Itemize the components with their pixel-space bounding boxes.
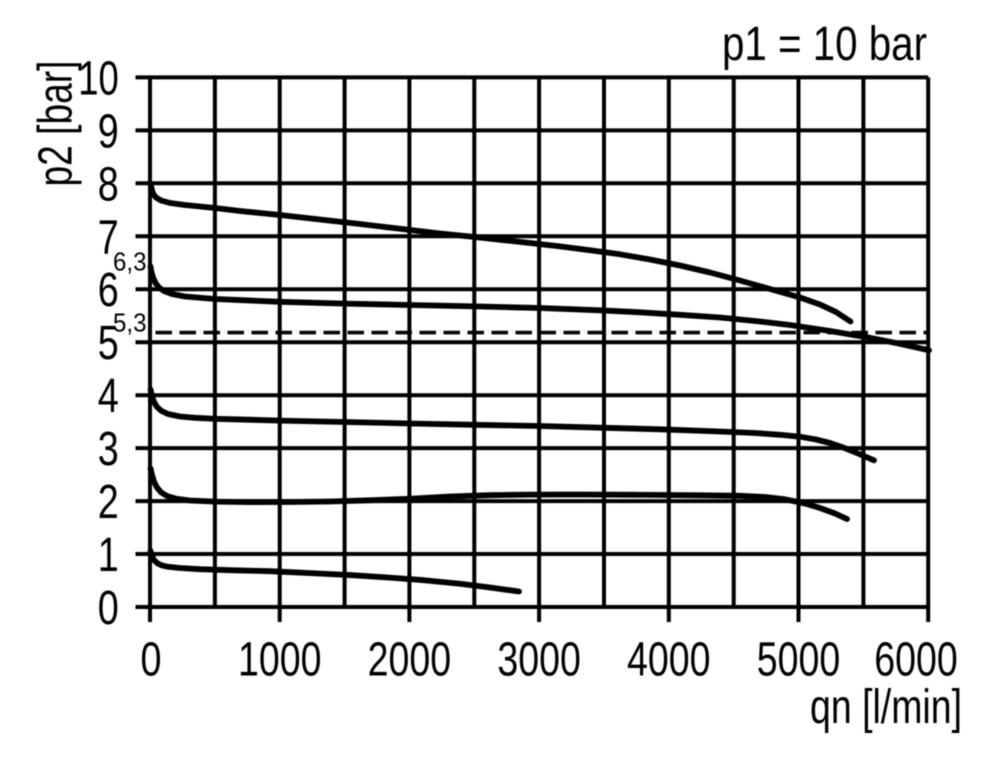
- svg-text:7: 7: [98, 211, 119, 264]
- svg-text:0: 0: [141, 634, 162, 687]
- svg-text:9: 9: [98, 105, 119, 158]
- svg-text:6,3: 6,3: [113, 247, 147, 277]
- svg-text:6000: 6000: [874, 634, 958, 687]
- svg-text:2000: 2000: [368, 634, 452, 687]
- svg-text:3: 3: [98, 423, 119, 476]
- svg-text:1000: 1000: [238, 634, 322, 687]
- svg-text:6: 6: [98, 264, 119, 317]
- svg-text:10: 10: [78, 52, 119, 105]
- svg-text:2: 2: [98, 476, 119, 529]
- svg-text:p2 [bar]: p2 [bar]: [30, 61, 83, 187]
- svg-text:4: 4: [98, 370, 119, 423]
- svg-text:1: 1: [98, 529, 119, 582]
- svg-text:0: 0: [98, 582, 119, 635]
- svg-text:qn [l/min]: qn [l/min]: [810, 681, 962, 734]
- svg-text:5: 5: [98, 317, 119, 370]
- svg-text:3000: 3000: [497, 634, 581, 687]
- svg-text:5000: 5000: [757, 634, 841, 687]
- svg-text:5,3: 5,3: [113, 308, 147, 338]
- svg-text:8: 8: [98, 158, 119, 211]
- svg-text:p1 = 10 bar: p1 = 10 bar: [722, 18, 927, 71]
- svg-text:4000: 4000: [627, 634, 711, 687]
